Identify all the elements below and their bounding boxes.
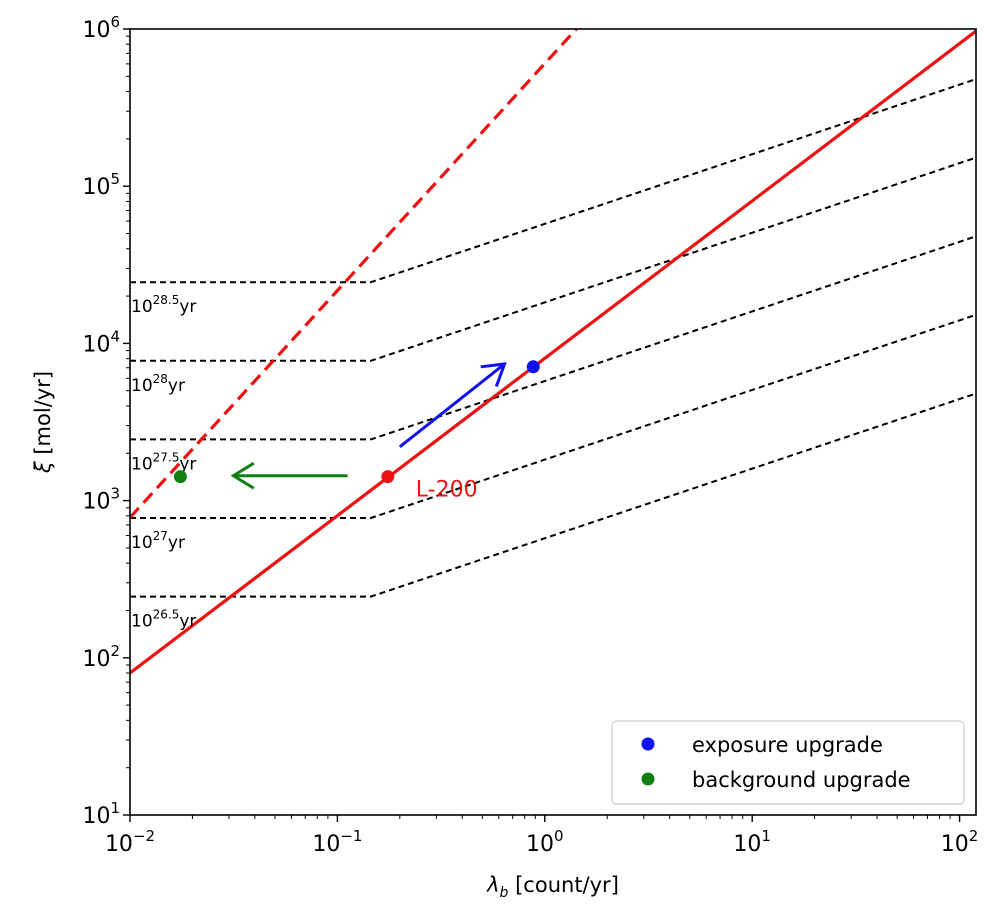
L-200-point bbox=[381, 470, 395, 484]
contour-label-1: 1027yr bbox=[131, 529, 185, 553]
l200-label: L-200 bbox=[416, 478, 478, 503]
legend-box bbox=[611, 720, 965, 805]
legend: exposure upgrade background upgrade bbox=[611, 720, 965, 805]
plot-area bbox=[130, 29, 976, 675]
x-tick-label-2: 100 bbox=[526, 827, 564, 857]
contour-line-4 bbox=[130, 78, 976, 284]
axes-layer: 1026.5yr 1027yr 1027.5yr 1028yr 1028.5yr 10−2… bbox=[31, 13, 978, 901]
contour-line-3 bbox=[130, 156, 976, 362]
y-tick-label-0: 101 bbox=[82, 799, 120, 829]
exposure-upgrade-point bbox=[526, 360, 540, 374]
background-arrow-head bbox=[230, 461, 255, 490]
y-tick-label-1: 102 bbox=[82, 642, 120, 672]
legend-marker-0 bbox=[641, 737, 655, 751]
contour-line-2 bbox=[130, 235, 976, 441]
y-tick-label-3: 104 bbox=[82, 327, 120, 357]
x-tick-label-0: 10−2 bbox=[105, 827, 155, 857]
contour-label-2: 1027.5yr bbox=[131, 450, 196, 474]
x-axis-label: λb [count/yr] bbox=[486, 873, 619, 901]
lines-layer bbox=[130, 29, 976, 675]
legend-label-0: exposure upgrade bbox=[692, 733, 883, 757]
solid-red-line bbox=[130, 29, 976, 675]
exposure-arrow-head bbox=[480, 362, 507, 388]
x-tick-label-4: 102 bbox=[941, 827, 979, 857]
dashed-red-line bbox=[130, 29, 578, 519]
background-upgrade-point bbox=[173, 470, 187, 484]
exposure-arrow-shaft bbox=[398, 362, 506, 448]
y-tick-label-2: 103 bbox=[82, 485, 120, 515]
contour-label-3: 1028yr bbox=[131, 372, 185, 396]
y-axis-label: ξ [mol/yr] bbox=[31, 371, 55, 474]
legend-label-1: background upgrade bbox=[692, 768, 911, 792]
y-tick-label-5: 106 bbox=[82, 13, 120, 43]
contour-label-0: 1026.5yr bbox=[131, 608, 196, 632]
y-tick-label-4: 105 bbox=[82, 170, 120, 200]
x-tick-label-3: 101 bbox=[733, 827, 771, 857]
plot-frame bbox=[129, 28, 977, 816]
contour-label-4: 1028.5yr bbox=[131, 293, 196, 317]
marks-layer: L-200 bbox=[173, 360, 540, 503]
contour-line-1 bbox=[130, 313, 976, 520]
contour-line-0 bbox=[130, 392, 976, 598]
legend-marker-1 bbox=[641, 772, 655, 786]
x-tick-label-1: 10−1 bbox=[312, 827, 362, 857]
